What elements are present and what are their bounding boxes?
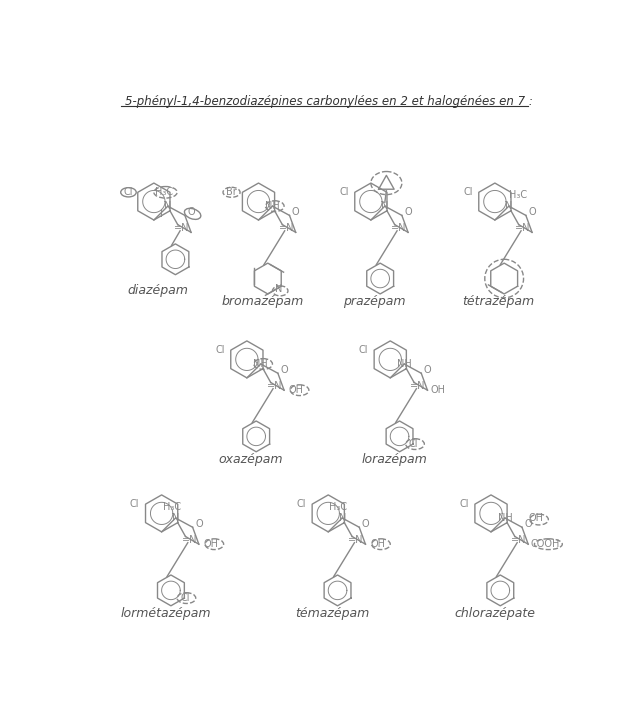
Text: OH: OH	[431, 385, 446, 395]
Text: tétrazépam: tétrazépam	[463, 295, 535, 308]
Text: Br: Br	[226, 187, 237, 197]
Text: =N: =N	[410, 381, 426, 391]
Text: lorazépam: lorazépam	[361, 453, 427, 466]
Text: O: O	[404, 207, 412, 217]
Text: O: O	[525, 519, 532, 529]
Text: Cl: Cl	[180, 593, 189, 603]
Text: H₃C: H₃C	[155, 187, 173, 197]
Text: NH: NH	[265, 201, 280, 212]
Text: N: N	[164, 201, 171, 212]
Text: H₃C: H₃C	[162, 502, 181, 512]
Text: OH: OH	[204, 539, 219, 549]
Text: prazépam: prazépam	[343, 295, 406, 308]
Text: =N: =N	[511, 536, 526, 546]
Text: Cl: Cl	[459, 499, 469, 509]
Text: Cl: Cl	[463, 187, 473, 197]
Text: Cl: Cl	[358, 345, 368, 355]
Text: OH: OH	[370, 539, 385, 549]
Text: témazépam: témazépam	[295, 607, 369, 620]
Text: Cl: Cl	[124, 187, 134, 197]
Text: Cl: Cl	[339, 187, 349, 197]
Text: NH: NH	[254, 359, 268, 369]
Text: bromazépam: bromazépam	[221, 295, 304, 308]
Text: O: O	[424, 365, 431, 375]
Text: OH: OH	[289, 385, 304, 395]
Text: N: N	[275, 285, 282, 294]
Text: =N: =N	[279, 224, 294, 234]
Text: lormétazépam: lormétazépam	[120, 607, 211, 620]
Text: H₃C: H₃C	[509, 191, 527, 200]
Text: Cl: Cl	[297, 499, 306, 509]
Text: =N: =N	[267, 381, 282, 391]
Text: Cl: Cl	[215, 345, 225, 355]
Text: COOH: COOH	[530, 539, 560, 549]
Text: =N: =N	[391, 224, 406, 234]
Text: O: O	[195, 519, 203, 529]
Text: H₃C: H₃C	[329, 502, 347, 512]
Text: =N: =N	[182, 536, 197, 546]
Text: O: O	[187, 207, 195, 217]
Text: N: N	[338, 513, 346, 523]
Text: Cl: Cl	[409, 439, 418, 449]
Text: N: N	[381, 201, 388, 212]
Text: OH: OH	[528, 513, 543, 523]
Text: oxazépam: oxazépam	[218, 453, 283, 466]
Text: 5-phényl-1,4-benzodiazépines carbonylées en 2 et halogénées en 7 :: 5-phényl-1,4-benzodiazépines carbonylées…	[125, 95, 533, 108]
Text: O: O	[528, 207, 536, 217]
Text: =N: =N	[348, 536, 364, 546]
Text: =N: =N	[174, 224, 189, 234]
Text: N: N	[172, 513, 179, 523]
Text: O: O	[361, 519, 369, 529]
Text: chlorazépate: chlorazépate	[455, 607, 535, 620]
Text: I: I	[160, 209, 163, 219]
Text: NH: NH	[498, 513, 512, 523]
Text: diazépam: diazépam	[127, 284, 188, 297]
Text: N: N	[505, 201, 512, 212]
Text: =N: =N	[515, 224, 530, 234]
Text: O: O	[292, 207, 300, 217]
Text: NH: NH	[397, 359, 412, 369]
Text: Cl: Cl	[130, 499, 139, 509]
Text: O: O	[281, 365, 288, 375]
